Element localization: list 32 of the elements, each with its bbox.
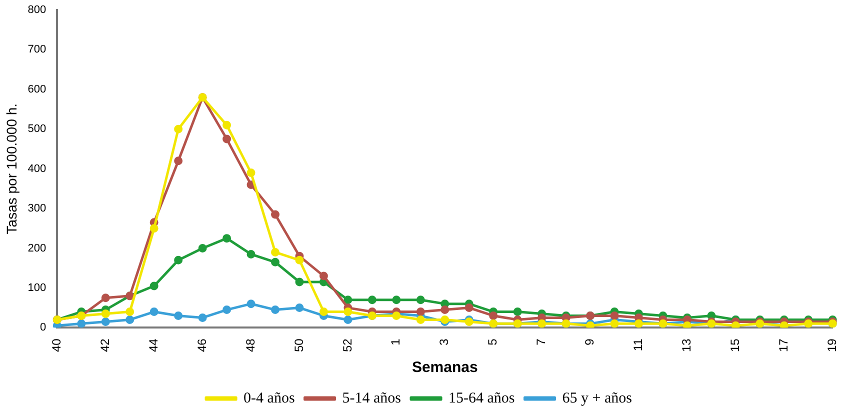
y-axis-title: Tasas por 100.000 h. (3, 103, 20, 234)
x-tick-label: 7 (534, 338, 548, 346)
y-tick-label: 0 (40, 322, 46, 334)
x-tick-label: 48 (243, 338, 258, 352)
x-tick-label: 15 (728, 338, 742, 352)
y-tick-label: 300 (28, 202, 46, 215)
x-tick-label: 17 (776, 338, 790, 352)
y-tick-label: 500 (28, 123, 46, 136)
x-tick-label: 9 (582, 338, 597, 346)
y-tick-label: 600 (28, 83, 46, 96)
y-tick-label: 800 (28, 4, 46, 16)
x-tick-label: 19 (824, 338, 839, 352)
legend-label: 5-14 años (342, 390, 402, 406)
x-tick-label: 11 (631, 338, 646, 352)
legend-label: 0-4 años (244, 390, 295, 406)
x-tick-label: 52 (340, 338, 354, 352)
legend-label: 65 y + años (562, 390, 632, 406)
x-axis-title: Semanas (412, 359, 478, 376)
y-tick-label: 400 (28, 162, 46, 175)
x-tick-label: 46 (194, 338, 209, 352)
x-tick-label: 50 (292, 338, 306, 352)
x-tick-label: 40 (49, 338, 64, 352)
y-tick-label: 200 (28, 242, 46, 254)
x-tick-label: 13 (680, 338, 694, 352)
x-tick-label: 44 (146, 338, 160, 352)
legend-label: 15-64 años (448, 390, 515, 406)
y-tick-label: 100 (28, 282, 46, 294)
x-tick-label: 5 (486, 338, 500, 346)
x-tick-label: 3 (437, 338, 452, 346)
x-tick-label: 42 (98, 338, 112, 352)
x-tick-label: 1 (388, 338, 403, 346)
y-tick-label: 700 (28, 44, 46, 56)
